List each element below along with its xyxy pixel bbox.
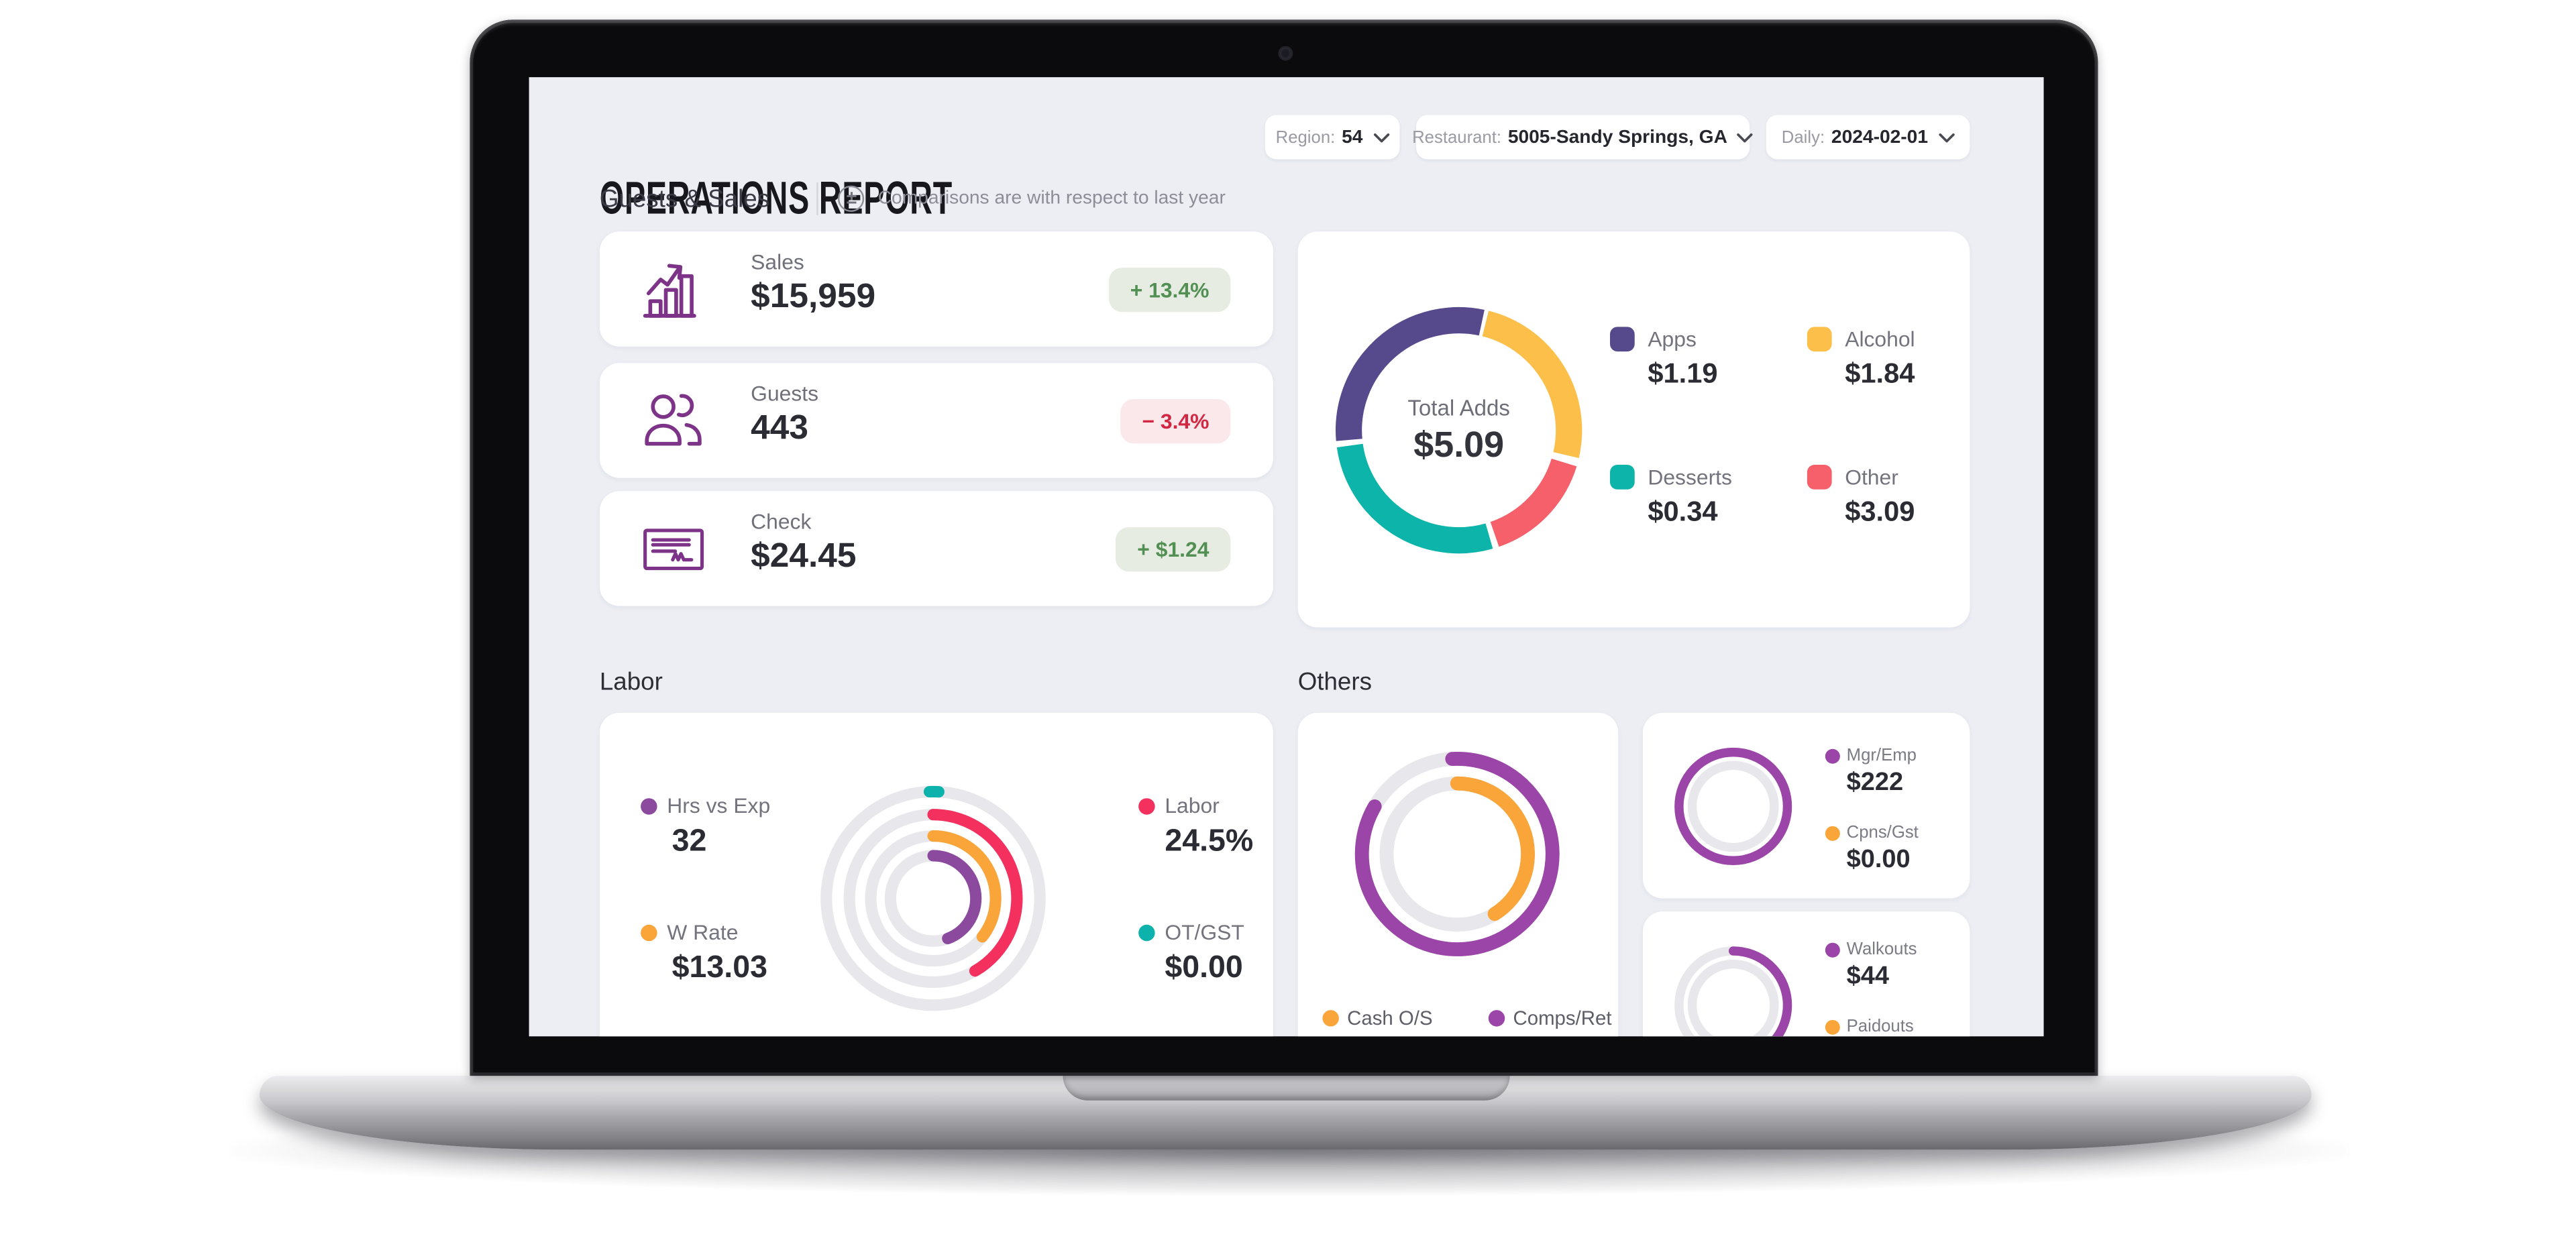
legend-value: $1.84	[1845, 357, 1915, 390]
chevron-down-icon	[1938, 132, 1954, 142]
plus-minus-icon: ±	[838, 185, 865, 212]
donut-center: Total Adds $5.09	[1328, 299, 1591, 562]
kpi-value: 443	[751, 408, 809, 447]
legend-value: $0.00	[1846, 846, 1911, 874]
legend-name: Comps/Ret	[1513, 1007, 1612, 1030]
legend-value: $44	[1846, 962, 1890, 991]
restaurant-filter-label: Restaurant:	[1412, 127, 1502, 148]
legend-value: $0.00	[1165, 950, 1243, 986]
paidouts-dot	[1825, 1019, 1840, 1035]
divider	[817, 182, 819, 215]
region-filter-value: 54	[1342, 127, 1363, 148]
page-title: OPERATIONS REPORT	[599, 172, 953, 224]
chevron-down-icon	[1737, 132, 1754, 142]
bar-chart-trend-icon	[639, 255, 708, 324]
legend-value: 32	[672, 824, 707, 859]
donut-center-label: Total Adds	[1407, 394, 1510, 420]
labor-heading: Labor	[599, 668, 663, 697]
delta-badge: + $1.24	[1116, 527, 1231, 572]
legend-name: Alcohol	[1845, 327, 1915, 352]
legend-value: $222	[1846, 769, 1904, 797]
mgr-emp-rings-chart	[1668, 740, 1799, 872]
legend-value: $0.34	[1648, 496, 1718, 528]
cash-comps-card: Cash O/S Comps/Ret	[1297, 712, 1619, 1037]
legend-value: $1.19	[1648, 357, 1718, 390]
donut-center-value: $5.09	[1413, 423, 1505, 464]
legend-name: W Rate	[667, 919, 739, 945]
guests-icon	[639, 386, 708, 455]
kpi-value: $24.45	[751, 537, 857, 575]
section-title: Guests & Sales	[599, 184, 770, 213]
hrs-vs-exp-dot	[641, 798, 657, 815]
others-heading: Others	[1297, 668, 1372, 697]
webcam-icon	[1279, 48, 1291, 60]
apps-swatch	[1609, 327, 1635, 352]
labor-card: Hrs vs Exp 32 W Rate $13.03 Labor 24.5%	[599, 712, 1273, 1037]
comparison-note: Comparisons are with respect to last yea…	[877, 188, 1226, 209]
legend-value: $3.09	[1845, 496, 1915, 528]
desserts-swatch	[1609, 465, 1635, 490]
w-rate-dot	[641, 924, 657, 942]
legend-name: Paidouts	[1846, 1016, 1914, 1037]
legend-name: Hrs vs Exp	[667, 793, 771, 818]
total-adds-donut-chart: Total Adds $5.09	[1328, 299, 1591, 562]
comps-ret-dot	[1488, 1010, 1505, 1027]
region-filter-dropdown[interactable]: Region: 54	[1265, 115, 1400, 160]
legend-name: Cash O/S	[1347, 1007, 1433, 1030]
sales-kpi-card: Sales $15,959 + 13.4%	[599, 231, 1273, 347]
walkouts-card: Walkouts $44 Paidouts	[1642, 911, 1970, 1037]
legend-name: Mgr/Emp	[1846, 745, 1917, 766]
labor-dot	[1138, 798, 1155, 815]
alcohol-swatch	[1807, 327, 1832, 352]
legend-value: $13.03	[672, 950, 767, 986]
cpns-gst-dot	[1825, 826, 1840, 841]
check-receipt-icon	[639, 514, 708, 583]
guests-kpi-card: Guests 443 − 3.4%	[599, 363, 1273, 478]
cash-comps-rings-chart	[1334, 731, 1580, 977]
legend-name: OT/GST	[1165, 919, 1244, 945]
kpi-label: Sales	[751, 249, 804, 274]
legend-name: Walkouts	[1846, 939, 1917, 960]
kpi-label: Guests	[751, 381, 819, 406]
daily-filter-dropdown[interactable]: Daily: 2024-02-01	[1766, 115, 1970, 160]
laptop-lid: OPERATIONS REPORT Region: 54 Restaurant:…	[470, 19, 2098, 1076]
dashboard-screen: OPERATIONS REPORT Region: 54 Restaurant:…	[529, 77, 2044, 1037]
walkouts-rings-chart	[1668, 940, 1799, 1037]
kpi-value: $15,959	[751, 277, 876, 316]
restaurant-filter-dropdown[interactable]: Restaurant: 5005-Sandy Springs, GA	[1412, 115, 1754, 160]
legend-name: Desserts	[1648, 465, 1732, 490]
other-swatch	[1807, 465, 1832, 490]
legend-name: Cpns/Gst	[1846, 822, 1919, 843]
ot-gst-dot	[1138, 924, 1155, 942]
laptop-base	[259, 1076, 2312, 1150]
labor-rings-chart	[802, 767, 1065, 1030]
delta-badge: − 3.4%	[1120, 399, 1231, 444]
guests-sales-section-header: Guests & Sales ± Comparisons are with re…	[600, 180, 1226, 217]
mgr-emp-card: Mgr/Emp $222 Cpns/Gst $0.00	[1642, 712, 1970, 899]
daily-filter-value: 2024-02-01	[1831, 127, 1928, 148]
cash-os-dot	[1322, 1010, 1339, 1027]
walkouts-dot	[1825, 942, 1840, 958]
daily-filter-label: Daily:	[1781, 127, 1825, 148]
mgr-emp-dot	[1825, 748, 1840, 764]
chevron-down-icon	[1373, 132, 1389, 142]
delta-badge: + 13.4%	[1108, 268, 1231, 313]
check-kpi-card: Check $24.45 + $1.24	[599, 491, 1273, 606]
legend-value: 24.5%	[1165, 824, 1254, 859]
region-filter-label: Region:	[1275, 127, 1336, 148]
legend-name: Labor	[1165, 793, 1220, 818]
kpi-label: Check	[751, 509, 812, 534]
restaurant-filter-value: 5005-Sandy Springs, GA	[1507, 127, 1727, 148]
legend-name: Other	[1845, 465, 1898, 490]
legend-name: Apps	[1648, 327, 1697, 352]
laptop-base-notch	[1062, 1076, 1509, 1101]
total-adds-card: Total Adds $5.09 Apps $1.19 Alcohol $1.8…	[1297, 231, 1970, 628]
